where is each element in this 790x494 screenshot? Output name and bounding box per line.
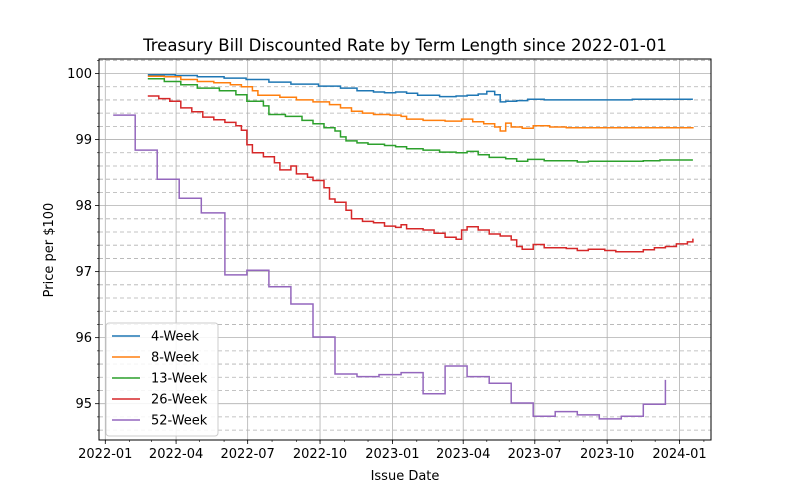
x-tick-label: 2023-10 (580, 447, 634, 462)
legend-label: 26-Week (151, 393, 208, 408)
legend-label: 52-Week (151, 414, 208, 429)
legend-box (105, 322, 219, 437)
x-tick-label: 2022-01 (78, 447, 132, 462)
legend-label: 13-Week (151, 372, 208, 387)
y-tick-label: 97 (75, 265, 92, 280)
series-line-8-week (147, 75, 694, 132)
y-tick-label: 98 (75, 199, 92, 214)
y-tick-label: 99 (75, 133, 92, 148)
y-axis: 95 96 97 98 99 100 (67, 60, 99, 431)
x-tick-label: 2022-04 (149, 447, 203, 462)
legend-label: 4-Week (151, 330, 200, 345)
series-line-13-week (147, 78, 693, 163)
x-tick-label: 2024-01 (652, 447, 706, 462)
legend: 4-Week 8-Week 13-Week 26-Week 52-Week (105, 322, 219, 437)
x-tick-label: 2023-07 (508, 447, 562, 462)
legend-label: 8-Week (151, 351, 200, 366)
series-lines (113, 74, 694, 420)
x-tick-label: 2022-07 (221, 447, 275, 462)
y-tick-label: 96 (75, 331, 92, 346)
plot-frame (98, 58, 712, 441)
chart-title: Treasury Bill Discounted Rate by Term Le… (142, 36, 667, 55)
x-tick-label: 2023-04 (436, 447, 490, 462)
x-tick-label: 2023-01 (365, 447, 419, 462)
x-tick-label: 2022-10 (293, 447, 347, 462)
x-axis-label: Issue Date (371, 469, 440, 484)
y-axis-label: Price per $100 (42, 203, 57, 298)
x-axis: 2022-01 2022-04 2022-07 2022-10 2023-01 2023-… (78, 440, 707, 462)
series-line-26-week (147, 95, 694, 253)
series-line-4-week (147, 74, 693, 103)
series-line-52-week (113, 114, 667, 420)
y-tick-label: 100 (67, 67, 92, 82)
y-tick-label: 95 (75, 397, 92, 412)
